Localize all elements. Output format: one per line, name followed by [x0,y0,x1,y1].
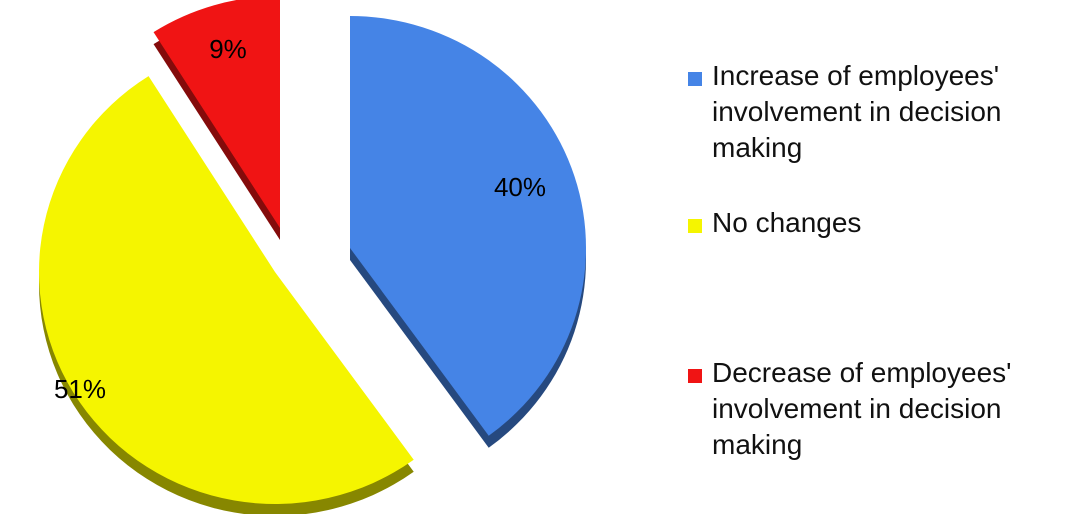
slice-label-decrease: 9% [209,34,247,64]
chart-legend: Increase of employees' involvement in de… [688,0,1065,514]
legend-swatch-no-changes [688,219,702,233]
legend-label-no-changes: No changes [712,207,862,238]
pie-slice-increase [350,16,587,436]
pie-chart: 40% 51% 9% [39,0,587,514]
legend-item-decrease: Decrease of employees' involvement in de… [688,355,1065,463]
legend-item-increase: Increase of employees' involvement in de… [688,58,1065,166]
legend-label-increase: Increase of employees' involvement in de… [712,60,1002,163]
legend-item-no-changes: No changes [688,205,1065,241]
slice-label-increase: 40% [494,172,546,202]
legend-label-decrease: Decrease of employees' involvement in de… [712,357,1012,460]
pie-slice-no-changes [39,76,414,504]
legend-swatch-decrease [688,369,702,383]
pie-slice-decrease [153,0,280,228]
slice-label-no-changes: 51% [54,374,106,404]
legend-swatch-increase [688,72,702,86]
